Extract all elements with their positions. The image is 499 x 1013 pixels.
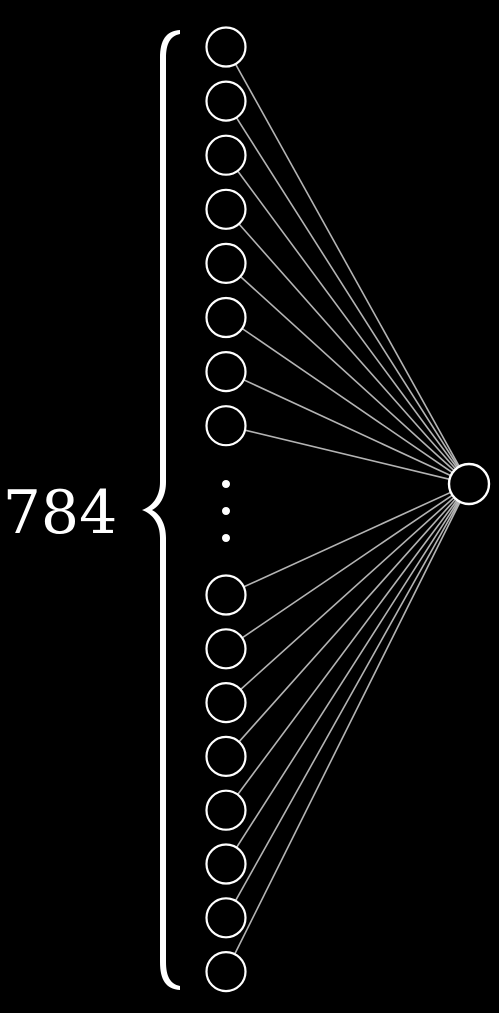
input-neuron [205, 574, 247, 616]
input-neuron [205, 681, 247, 724]
input-neuron [205, 80, 247, 122]
connection-line [236, 170, 458, 469]
input-neuron [205, 405, 247, 447]
ellipsis-dots [222, 480, 230, 542]
input-neuron [205, 789, 247, 831]
connection-line [238, 223, 457, 470]
input-neuron [205, 188, 247, 230]
input-neuron [205, 735, 247, 778]
connection-line [235, 117, 459, 468]
input-neuron [205, 242, 247, 284]
input-neuron [205, 26, 247, 68]
connection-line [244, 429, 450, 481]
connection-line [234, 501, 460, 902]
connection-line [238, 498, 457, 743]
input-neuron [205, 897, 247, 939]
output-layer [447, 462, 491, 506]
connection-line [234, 63, 460, 467]
ellipsis-dot [222, 507, 230, 515]
input-neuron [205, 351, 247, 393]
ellipsis-dot [222, 480, 230, 488]
connection-line [235, 500, 459, 849]
input-neuron [205, 628, 247, 670]
input-layer [205, 26, 247, 993]
output-neuron [447, 462, 491, 506]
input-neuron [205, 950, 247, 993]
input-count-brace [142, 30, 180, 990]
connection-line [241, 327, 453, 474]
connections-layer [233, 63, 461, 955]
connection-line [239, 496, 455, 691]
input-neuron [205, 296, 247, 339]
connection-line [236, 499, 458, 796]
connection-line [239, 275, 455, 472]
connection-line [233, 501, 461, 955]
connection-line [243, 379, 452, 477]
input-neuron [205, 134, 247, 176]
connection-line [243, 491, 452, 588]
input-count-label: 784 [3, 478, 118, 548]
connection-line [241, 494, 453, 639]
input-neuron [205, 843, 247, 885]
ellipsis-dot [222, 534, 230, 542]
